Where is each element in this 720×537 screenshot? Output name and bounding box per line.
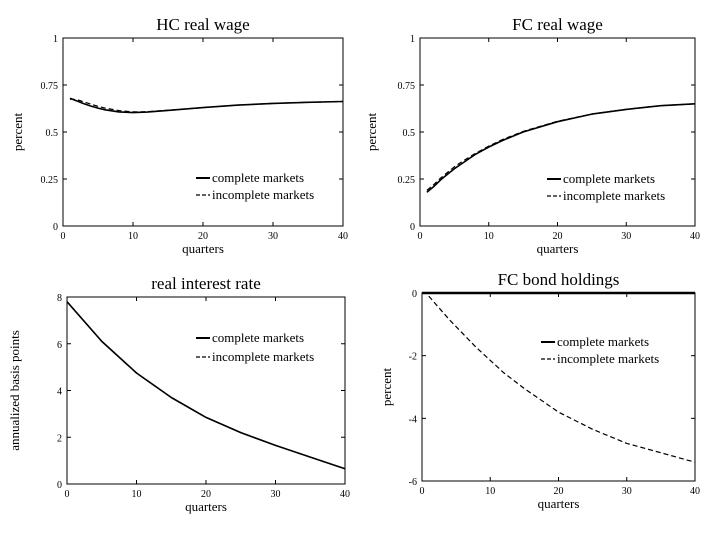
x-tick-label: 0 xyxy=(418,231,423,242)
legend-label: complete markets xyxy=(557,334,649,349)
panel-2: FC real wage 0 10 20 30 40 0 0.25 0.5 0.75 1 quarte… xyxy=(364,15,700,256)
x-tick-label: 30 xyxy=(271,489,281,500)
legend-label: complete markets xyxy=(563,171,655,186)
y-tick-label: 0 xyxy=(412,289,417,300)
y-tick-label: -2 xyxy=(409,352,417,363)
panel-title: real interest rate xyxy=(151,274,261,293)
y-axis-label: percent xyxy=(379,367,394,406)
series-line-complete-markets xyxy=(69,97,344,114)
x-tick-label: 20 xyxy=(553,231,563,242)
y-tick-label: 6 xyxy=(57,340,62,351)
panel-title: FC bond holdings xyxy=(498,270,620,289)
series-line-incomplete-markets xyxy=(66,301,346,470)
plot-frame xyxy=(421,292,696,482)
y-tick-label: 0.75 xyxy=(41,81,59,92)
x-axis-label: quarters xyxy=(182,241,224,256)
x-tick-label: 20 xyxy=(554,486,564,497)
x-tick-label: 0 xyxy=(61,231,66,242)
y-tick-label: 0.5 xyxy=(403,128,416,139)
y-tick-label: 1 xyxy=(53,34,58,45)
x-tick-label: 20 xyxy=(201,489,211,500)
x-tick-label: 10 xyxy=(484,231,494,242)
panel-4: FC bond holdings 0 10 20 30 40 0 -2 -4 -6 quarters… xyxy=(379,270,700,511)
x-tick-label: 0 xyxy=(65,489,70,500)
y-tick-label: -6 xyxy=(409,477,417,488)
panel-title: FC real wage xyxy=(512,15,603,34)
x-tick-label: 40 xyxy=(690,486,700,497)
legend-label: incomplete markets xyxy=(563,188,665,203)
y-axis-label: percent xyxy=(10,112,25,151)
x-tick-label: 20 xyxy=(198,231,208,242)
panel-1: HC real wage 0 10 20 30 40 0 0.25 0.5 0.75 1 quarte… xyxy=(10,15,348,256)
y-tick-label: 8 xyxy=(57,293,62,304)
y-axis-label: annualized basis points xyxy=(7,330,22,451)
x-tick-label: 0 xyxy=(420,486,425,497)
y-tick-label: 0.25 xyxy=(398,175,416,186)
series-line-incomplete-markets xyxy=(428,295,696,463)
y-tick-label: -4 xyxy=(409,414,417,425)
x-tick-label: 30 xyxy=(621,231,631,242)
legend-label: complete markets xyxy=(212,170,304,185)
legend-label: complete markets xyxy=(212,330,304,345)
panel-3: real interest rate 0 10 20 30 40 0 2 4 6 8 quarters… xyxy=(7,274,350,514)
x-tick-label: 40 xyxy=(340,489,350,500)
x-axis-label: quarters xyxy=(185,499,227,514)
series-line-complete-markets xyxy=(66,301,346,470)
x-axis-label: quarters xyxy=(538,496,580,511)
series-line-incomplete-markets xyxy=(426,103,696,191)
y-axis-label: percent xyxy=(364,112,379,151)
y-tick-label: 0 xyxy=(410,222,415,233)
y-tick-label: 0 xyxy=(57,480,62,491)
x-tick-label: 10 xyxy=(485,486,495,497)
y-tick-label: 0 xyxy=(53,222,58,233)
panel-title: HC real wage xyxy=(156,15,249,34)
y-tick-label: 2 xyxy=(57,433,62,444)
x-tick-label: 30 xyxy=(622,486,632,497)
y-tick-label: 0.25 xyxy=(41,175,59,186)
x-axis-label: quarters xyxy=(537,241,579,256)
legend-label: incomplete markets xyxy=(212,349,314,364)
legend-label: incomplete markets xyxy=(212,187,314,202)
plot-frame xyxy=(66,296,346,485)
y-tick-label: 0.75 xyxy=(398,81,416,92)
x-tick-label: 30 xyxy=(268,231,278,242)
y-tick-label: 0.5 xyxy=(46,128,59,139)
y-tick-label: 1 xyxy=(410,34,415,45)
legend-label: incomplete markets xyxy=(557,351,659,366)
y-tick-label: 4 xyxy=(57,387,62,398)
x-tick-label: 10 xyxy=(132,489,142,500)
x-tick-label: 10 xyxy=(128,231,138,242)
x-tick-label: 40 xyxy=(338,231,348,242)
x-tick-label: 40 xyxy=(690,231,700,242)
series-line-complete-markets xyxy=(426,103,696,193)
series-line-incomplete-markets xyxy=(69,98,344,113)
